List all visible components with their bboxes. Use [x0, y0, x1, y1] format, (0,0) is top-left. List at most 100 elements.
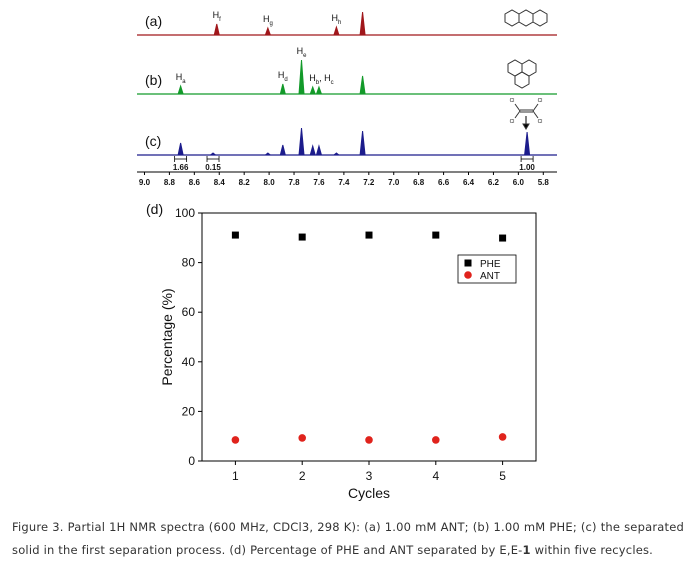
phenanthrene-icon [507, 59, 537, 89]
x-tick-label: 6.6 [438, 178, 450, 187]
peak [298, 127, 305, 156]
x-tick-label: 7.6 [313, 178, 325, 187]
panel-label: (a) [145, 13, 162, 29]
figure-caption: Figure 3. Partial 1H NMR spectra (600 MH… [12, 516, 684, 562]
peak-label-text: H [297, 46, 304, 56]
data-point [231, 231, 239, 239]
peak [177, 84, 184, 95]
peak [359, 11, 366, 36]
caption-text: within five recycles. [530, 543, 654, 557]
peak [209, 152, 217, 156]
integral-bracket [520, 156, 534, 162]
x-tick-label: 6.0 [513, 178, 525, 187]
y-tick-label: 40 [182, 355, 196, 369]
peak [524, 131, 531, 156]
peak-label: Hf [213, 10, 222, 23]
x-tick-label: 7.8 [288, 178, 300, 187]
legend-marker [464, 271, 472, 279]
y-tick-label: 0 [188, 454, 195, 468]
peak [263, 152, 272, 156]
y-tick-label: 100 [175, 206, 195, 220]
peak [332, 152, 341, 156]
peak-label: Hg [263, 14, 273, 27]
peak-label-text: H [176, 72, 183, 82]
peak-label-text: H [309, 73, 316, 83]
peak [298, 59, 305, 95]
peak [315, 85, 323, 95]
peak [177, 142, 184, 156]
data-point [432, 231, 440, 239]
data-point [499, 234, 507, 242]
peak-label-subscript: d [284, 77, 287, 83]
data-point [231, 436, 240, 444]
x-tick-label: 5 [499, 469, 506, 483]
peak-label: Hh [331, 13, 341, 26]
legend-marker [464, 259, 472, 267]
integral-value: 0.15 [205, 163, 221, 172]
peak [213, 23, 220, 36]
data-point [365, 231, 373, 239]
y-tick-label: 80 [182, 256, 196, 270]
integral-value: 1.66 [173, 163, 189, 172]
structure-atom-label: Cl [538, 119, 543, 125]
peak-label-subscript: g [269, 21, 272, 27]
x-tick-label: 8.8 [164, 178, 176, 187]
panel-label: (c) [145, 133, 161, 149]
integral-bracket [206, 156, 220, 162]
x-axis-label: Cycles [348, 485, 390, 501]
x-tick-label: 8.4 [214, 178, 226, 187]
peak [359, 130, 366, 156]
dichloroethylene-icon [514, 103, 539, 130]
y-axis-label: Percentage (%) [159, 288, 175, 385]
chart-title: (d) [146, 201, 163, 217]
integral-bracket [174, 156, 188, 162]
peak [309, 144, 316, 156]
data-point [432, 436, 440, 444]
x-tick-label: 2 [299, 469, 306, 483]
structure-atom-label: Cl [538, 98, 543, 104]
x-tick-label: 5.8 [538, 178, 550, 187]
peak-label: He [297, 46, 308, 59]
x-tick-label: 7.4 [338, 178, 350, 187]
x-tick-label: 8.0 [264, 178, 276, 187]
peak-label: Hb, Hc [309, 73, 333, 86]
y-tick-label: 60 [182, 305, 196, 319]
peak-label-subscript: f [219, 17, 221, 23]
peak-label-text: , H [319, 73, 331, 83]
peak-label-subscript: b [316, 80, 320, 86]
peak-label-text: H [331, 13, 338, 23]
peak [309, 85, 316, 95]
peak [333, 25, 340, 36]
peak-label: Ha [176, 72, 187, 85]
x-tick-label: 8.6 [189, 178, 201, 187]
peak-label-subscript: h [338, 20, 341, 26]
panel-label: (b) [145, 72, 162, 88]
peak [264, 26, 272, 36]
caption-bold: 1 [522, 543, 531, 557]
x-tick-label: 8.2 [239, 178, 251, 187]
peak-label-subscript: a [182, 79, 186, 85]
x-tick-label: 4 [432, 469, 439, 483]
peak [315, 144, 323, 156]
plot-frame [201, 212, 537, 462]
x-tick-label: 6.4 [463, 178, 475, 187]
peak [279, 83, 286, 95]
data-point [365, 436, 373, 444]
peak-label-text: H [263, 14, 270, 24]
peak-label-text: H [213, 10, 220, 20]
structure-atom-label: Cl [510, 119, 515, 125]
x-tick-label: 6.2 [488, 178, 500, 187]
peak-label-subscript: e [303, 53, 307, 59]
structure-atom-label: Cl [510, 98, 515, 104]
legend-label: ANT [480, 271, 500, 282]
integral-value: 1.00 [519, 163, 535, 172]
legend-label: PHE [480, 259, 501, 270]
data-point [298, 233, 306, 241]
x-tick-label: 7.0 [388, 178, 400, 187]
x-tick-label: 1 [232, 469, 239, 483]
peak-label-text: H [278, 70, 285, 80]
anthracene-icon [504, 9, 548, 27]
data-point [298, 434, 307, 442]
